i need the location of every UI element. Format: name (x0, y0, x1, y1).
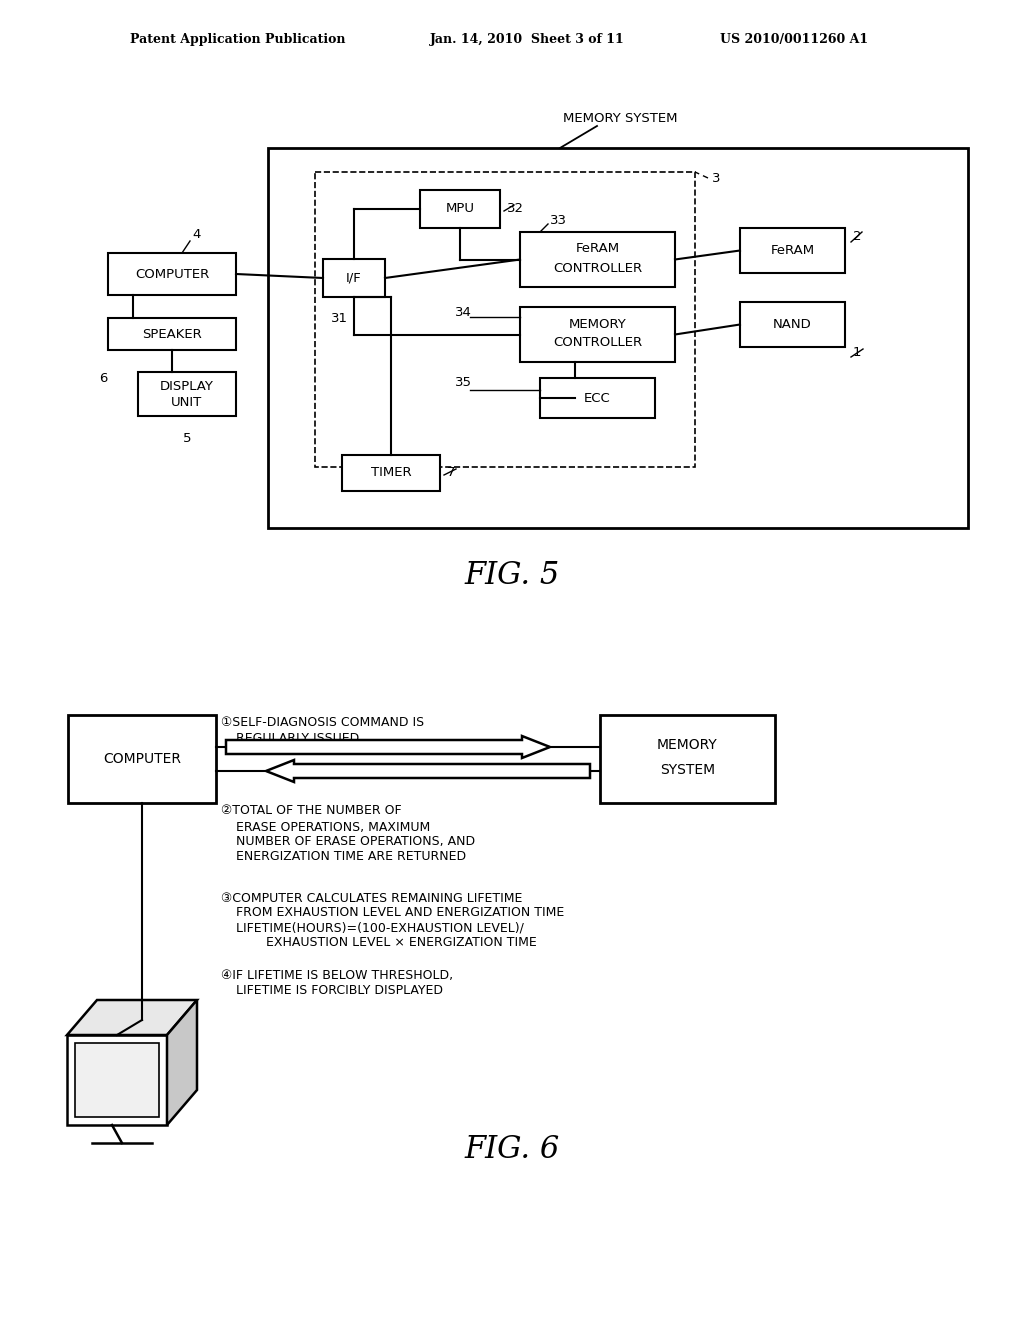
Text: 7: 7 (447, 466, 456, 479)
Text: ④IF LIFETIME IS BELOW THRESHOLD,: ④IF LIFETIME IS BELOW THRESHOLD, (221, 969, 454, 982)
Text: US 2010/0011260 A1: US 2010/0011260 A1 (720, 33, 868, 46)
Bar (342, 455, 440, 491)
Bar (108, 318, 236, 350)
Bar (740, 228, 845, 273)
Text: MEMORY SYSTEM: MEMORY SYSTEM (563, 112, 677, 125)
Text: Patent Application Publication: Patent Application Publication (130, 33, 345, 46)
Text: ③COMPUTER CALCULATES REMAINING LIFETIME: ③COMPUTER CALCULATES REMAINING LIFETIME (221, 891, 522, 904)
Text: REGULARLY ISSUED: REGULARLY ISSUED (236, 733, 359, 746)
Text: FROM EXHAUSTION LEVEL AND ENERGIZATION TIME: FROM EXHAUSTION LEVEL AND ENERGIZATION T… (236, 907, 564, 920)
Bar (600, 715, 775, 803)
Text: FeRAM: FeRAM (575, 243, 620, 256)
Text: TIMER: TIMER (371, 466, 412, 479)
Text: NUMBER OF ERASE OPERATIONS, AND: NUMBER OF ERASE OPERATIONS, AND (236, 836, 475, 849)
Bar (315, 172, 695, 467)
FancyArrow shape (226, 737, 550, 758)
Text: NAND: NAND (773, 318, 812, 331)
Text: DISPLAY: DISPLAY (160, 380, 214, 392)
Bar (68, 715, 216, 803)
Text: FIG. 5: FIG. 5 (464, 560, 560, 590)
Bar (268, 148, 968, 528)
Text: 31: 31 (331, 313, 348, 326)
Text: MPU: MPU (445, 202, 474, 215)
Text: FeRAM: FeRAM (770, 244, 814, 257)
Text: 1: 1 (853, 346, 861, 359)
Text: COMPUTER: COMPUTER (135, 268, 209, 281)
Text: MEMORY: MEMORY (657, 738, 718, 752)
Text: 34: 34 (455, 305, 472, 318)
FancyArrow shape (266, 760, 590, 781)
Bar (67, 1035, 167, 1125)
Bar (420, 190, 500, 228)
Text: COMPUTER: COMPUTER (103, 752, 181, 766)
Text: ①SELF-DIAGNOSIS COMMAND IS: ①SELF-DIAGNOSIS COMMAND IS (221, 717, 424, 730)
Text: UNIT: UNIT (171, 396, 203, 408)
Bar (740, 302, 845, 347)
Polygon shape (167, 1001, 197, 1125)
Text: SPEAKER: SPEAKER (142, 327, 202, 341)
Text: LIFETIME IS FORCIBLY DISPLAYED: LIFETIME IS FORCIBLY DISPLAYED (236, 983, 443, 997)
Bar (520, 308, 675, 362)
Text: MEMORY: MEMORY (568, 318, 627, 330)
Text: FIG. 6: FIG. 6 (464, 1134, 560, 1166)
Text: ECC: ECC (584, 392, 611, 404)
Bar (75, 1043, 159, 1117)
Text: ENERGIZATION TIME ARE RETURNED: ENERGIZATION TIME ARE RETURNED (236, 850, 466, 863)
Text: I/F: I/F (346, 272, 361, 285)
Text: 32: 32 (507, 202, 524, 215)
Text: CONTROLLER: CONTROLLER (553, 337, 642, 350)
Text: 3: 3 (712, 172, 721, 185)
Bar (108, 253, 236, 294)
Text: ②TOTAL OF THE NUMBER OF: ②TOTAL OF THE NUMBER OF (221, 804, 401, 817)
Text: ERASE OPERATIONS, MAXIMUM: ERASE OPERATIONS, MAXIMUM (236, 821, 430, 833)
Text: 6: 6 (98, 371, 108, 384)
Text: 4: 4 (193, 228, 201, 242)
Text: 2: 2 (853, 230, 861, 243)
Text: CONTROLLER: CONTROLLER (553, 261, 642, 275)
Polygon shape (67, 1001, 197, 1035)
Text: Jan. 14, 2010  Sheet 3 of 11: Jan. 14, 2010 Sheet 3 of 11 (430, 33, 625, 46)
Bar (138, 372, 236, 416)
Text: SYSTEM: SYSTEM (659, 763, 715, 777)
Text: 5: 5 (182, 432, 191, 445)
Bar (520, 232, 675, 286)
Bar (323, 259, 385, 297)
Text: 33: 33 (550, 214, 567, 227)
Text: 35: 35 (455, 376, 472, 389)
Text: LIFETIME(HOURS)=(100-EXHAUSTION LEVEL)/: LIFETIME(HOURS)=(100-EXHAUSTION LEVEL)/ (236, 921, 524, 935)
Text: EXHAUSTION LEVEL × ENERGIZATION TIME: EXHAUSTION LEVEL × ENERGIZATION TIME (266, 936, 537, 949)
Bar (540, 378, 655, 418)
